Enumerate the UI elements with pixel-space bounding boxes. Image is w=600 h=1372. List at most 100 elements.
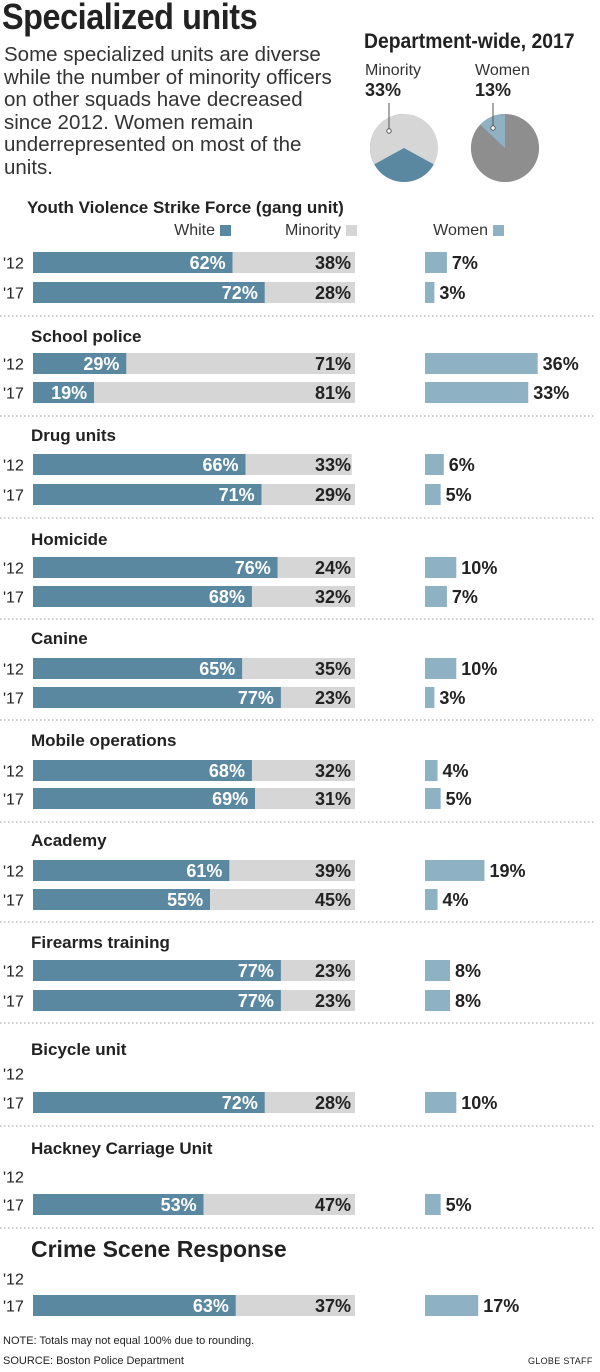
women-value-label: 10% — [461, 659, 497, 679]
minority-value-label: 45% — [315, 890, 351, 910]
year-label: '17 — [3, 386, 24, 403]
minority-pie-value: 33% — [365, 80, 402, 100]
minority-pie-label: Minority — [365, 62, 422, 79]
legend-women-swatch — [493, 225, 504, 236]
women-value-label: 8% — [455, 961, 481, 981]
unit-title: Mobile operations — [31, 731, 176, 750]
women-bar — [425, 252, 447, 273]
minority-bar — [126, 353, 355, 374]
year-label: '12 — [3, 357, 24, 374]
white-value-label: 63% — [193, 1296, 229, 1316]
women-value-label: 6% — [449, 455, 475, 475]
women-value-label: 36% — [543, 354, 579, 374]
white-value-label: 72% — [222, 1093, 258, 1113]
women-value-label: 19% — [489, 861, 525, 881]
women-bar — [425, 557, 457, 578]
minority-bar — [235, 1295, 355, 1316]
white-bar — [33, 454, 246, 475]
women-value-label: 33% — [533, 383, 569, 403]
white-bar — [33, 353, 127, 374]
white-value-label: 69% — [212, 789, 248, 809]
women-value-label: 10% — [461, 558, 497, 578]
minority-bar — [210, 889, 355, 910]
women-bar — [425, 960, 451, 981]
minority-bar — [242, 658, 355, 679]
subtitle: Some specialized units are diverse while… — [4, 43, 332, 179]
year-label: '17 — [3, 1198, 24, 1215]
minority-value-label: 81% — [315, 383, 351, 403]
women-pie-marker — [490, 125, 496, 131]
minority-value-label: 24% — [315, 558, 351, 578]
minority-bar — [280, 990, 355, 1011]
legend-white-label: White — [174, 222, 215, 239]
women-value-label: 10% — [461, 1093, 497, 1113]
unit-title: Firearms training — [31, 933, 170, 952]
white-bar — [33, 557, 278, 578]
credit: GLOBE STAFF — [528, 1356, 593, 1366]
women-value-label: 5% — [446, 789, 472, 809]
minority-bar — [280, 960, 355, 981]
women-bar — [425, 658, 457, 679]
women-bar — [425, 860, 485, 881]
minority-bar — [94, 382, 356, 403]
white-value-label: 66% — [202, 455, 238, 475]
minority-bar — [251, 760, 355, 781]
women-bar — [425, 282, 435, 303]
year-label: '12 — [3, 764, 24, 781]
year-label: '17 — [3, 893, 24, 910]
year-label: '12 — [3, 1067, 24, 1084]
women-pie-label: Women — [475, 62, 530, 79]
pie-women-value-slice — [480, 114, 505, 148]
pie-minority-value-slice — [370, 114, 404, 165]
minority-bar — [229, 860, 355, 881]
minority-value-label: 23% — [315, 991, 351, 1011]
women-value-label: 7% — [452, 587, 478, 607]
women-value-label: 5% — [446, 485, 472, 505]
white-bar — [33, 960, 281, 981]
minority-value-label: 23% — [315, 961, 351, 981]
legend-white-swatch — [220, 225, 231, 236]
white-value-label: 53% — [161, 1195, 197, 1215]
white-bar — [33, 990, 281, 1011]
minority-value-label: 47% — [315, 1195, 351, 1215]
unit-title: Drug units — [31, 426, 116, 445]
women-bar — [425, 454, 444, 475]
year-label: '17 — [3, 590, 24, 607]
year-label: '17 — [3, 691, 24, 708]
minority-bar — [232, 252, 355, 273]
women-value-label: 4% — [443, 890, 469, 910]
white-bar — [33, 860, 230, 881]
unit-title: Canine — [31, 629, 88, 648]
white-bar — [33, 760, 252, 781]
year-label: '17 — [3, 488, 24, 505]
white-bar — [33, 1194, 204, 1215]
minority-value-label: 32% — [315, 761, 351, 781]
minority-value-label: 28% — [315, 1093, 351, 1113]
white-bar — [33, 788, 256, 809]
white-bar — [33, 484, 262, 505]
legend-women-label: Women — [433, 222, 488, 239]
year-label: '12 — [3, 458, 24, 475]
white-value-label: 61% — [186, 861, 222, 881]
unit-title: Academy — [31, 831, 107, 850]
white-bar — [33, 1295, 236, 1316]
unit-title: Crime Scene Response — [31, 1236, 287, 1262]
year-label: '12 — [3, 256, 24, 273]
year-label: '12 — [3, 1272, 24, 1289]
year-label: '17 — [3, 792, 24, 809]
white-bar — [33, 658, 243, 679]
women-bar — [425, 889, 438, 910]
unit-title: Homicide — [31, 530, 108, 549]
minority-value-label: 32% — [315, 587, 351, 607]
women-value-label: 8% — [455, 991, 481, 1011]
white-bar — [33, 282, 265, 303]
year-label: '17 — [3, 994, 24, 1011]
white-bar — [33, 687, 281, 708]
year-label: '12 — [3, 1170, 24, 1187]
women-value-label: 4% — [443, 761, 469, 781]
minority-bar — [277, 557, 355, 578]
white-value-label: 29% — [83, 354, 119, 374]
white-value-label: 19% — [51, 383, 87, 403]
white-value-label: 76% — [235, 558, 271, 578]
white-bar — [33, 382, 95, 403]
